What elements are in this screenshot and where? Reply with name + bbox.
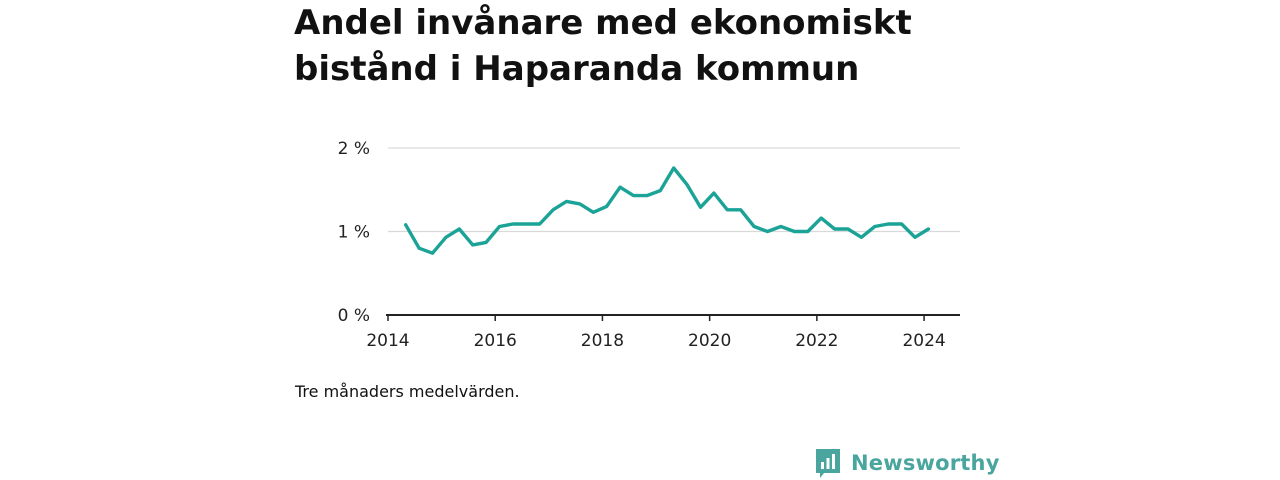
x-tick-label: 2014 (366, 331, 409, 351)
brand[interactable]: Newsworthy (814, 446, 1000, 480)
x-tick-label: 2018 (581, 331, 624, 351)
x-tick-label: 2024 (902, 331, 945, 351)
chart-note: Tre månaders medelvärden. (295, 382, 520, 401)
series-line-0 (404, 166, 931, 255)
y-tick-label: 2 % (338, 139, 370, 159)
x-tick-label: 2020 (688, 331, 731, 351)
grid-lines (388, 147, 960, 233)
x-axis (386, 314, 960, 321)
x-tick-label: 2016 (474, 331, 517, 351)
x-tick-label: 2022 (795, 331, 838, 351)
y-tick-label: 0 % (338, 306, 370, 326)
brand-name: Newsworthy (851, 451, 1000, 475)
chart-title: Andel invånare med ekonomiskt bistånd i … (294, 3, 912, 89)
series-layer (404, 166, 931, 255)
y-tick-label: 1 % (338, 223, 370, 243)
newsworthy-logo-icon (816, 449, 840, 478)
tick-labels: 0 % 1 % 2 % 2014 2016 2018 2020 2022 2024 (338, 139, 946, 351)
